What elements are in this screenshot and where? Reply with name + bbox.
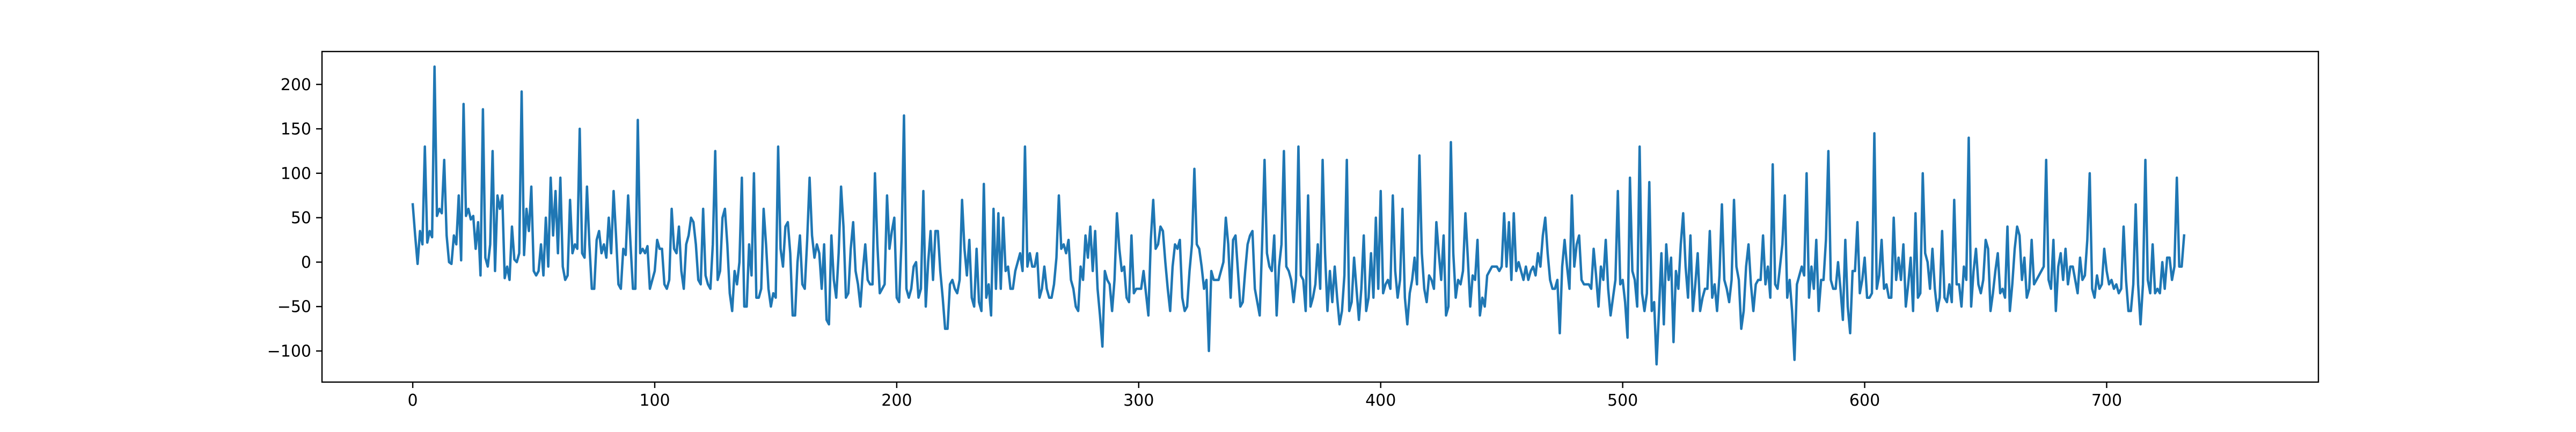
axes-frame (321, 50, 2319, 383)
x-tick-label: 300 (1123, 391, 1154, 410)
y-tick-label: −50 (277, 298, 311, 317)
x-tick-label: 0 (408, 391, 418, 410)
x-tick-label: 700 (2091, 391, 2122, 410)
x-tick-label: 100 (639, 391, 670, 410)
y-tick-label: 200 (281, 76, 311, 94)
x-tick-label: 200 (881, 391, 912, 410)
x-tick-label: 500 (1607, 391, 1638, 410)
y-tick-label: 50 (291, 209, 311, 228)
y-tick-label: 100 (281, 164, 311, 183)
x-tick-label: 400 (1365, 391, 1396, 410)
y-tick-label: 0 (301, 253, 311, 272)
x-tick-label: 600 (1849, 391, 1880, 410)
y-tick-label: −100 (267, 342, 311, 361)
series-line (411, 65, 2186, 366)
y-tick-label: 150 (281, 120, 311, 139)
